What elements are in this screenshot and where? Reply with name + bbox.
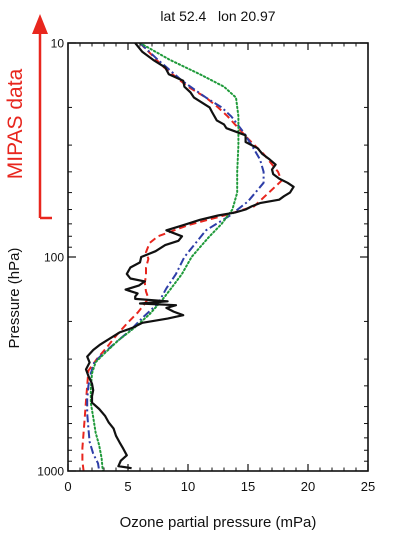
- x-tick-label: 25: [361, 479, 375, 494]
- series-line-solid: [84, 43, 295, 470]
- series-layer: [81, 43, 295, 471]
- x-tick-label: 5: [124, 479, 131, 494]
- plot-frame: [67, 42, 369, 472]
- x-tick-label: 10: [181, 479, 195, 494]
- mipas-label: MIPAS data: [4, 68, 27, 179]
- series-line-dashdot: [86, 43, 265, 471]
- x-tick-label: 0: [64, 479, 71, 494]
- y-tick-label: 1000: [37, 465, 64, 479]
- y-tick-label: 100: [44, 251, 64, 265]
- x-axis-label: Ozone partial pressure (mPa): [120, 514, 317, 531]
- mipas-annotation: MIPAS data: [4, 14, 52, 220]
- series-line-dotted: [89, 43, 240, 471]
- y-axis-label: Pressure (hPa): [6, 248, 23, 349]
- x-tick-label: 15: [241, 479, 255, 494]
- ticks-layer: 0 5 10 15 20 25 10 100 1000: [37, 37, 375, 495]
- mipas-arrowhead: [32, 14, 48, 34]
- x-tick-label: 20: [301, 479, 315, 494]
- chart-title: lat 52.4 lon 20.97: [160, 8, 275, 24]
- y-tick-label: 10: [51, 37, 65, 51]
- series-line-dashed: [81, 43, 283, 471]
